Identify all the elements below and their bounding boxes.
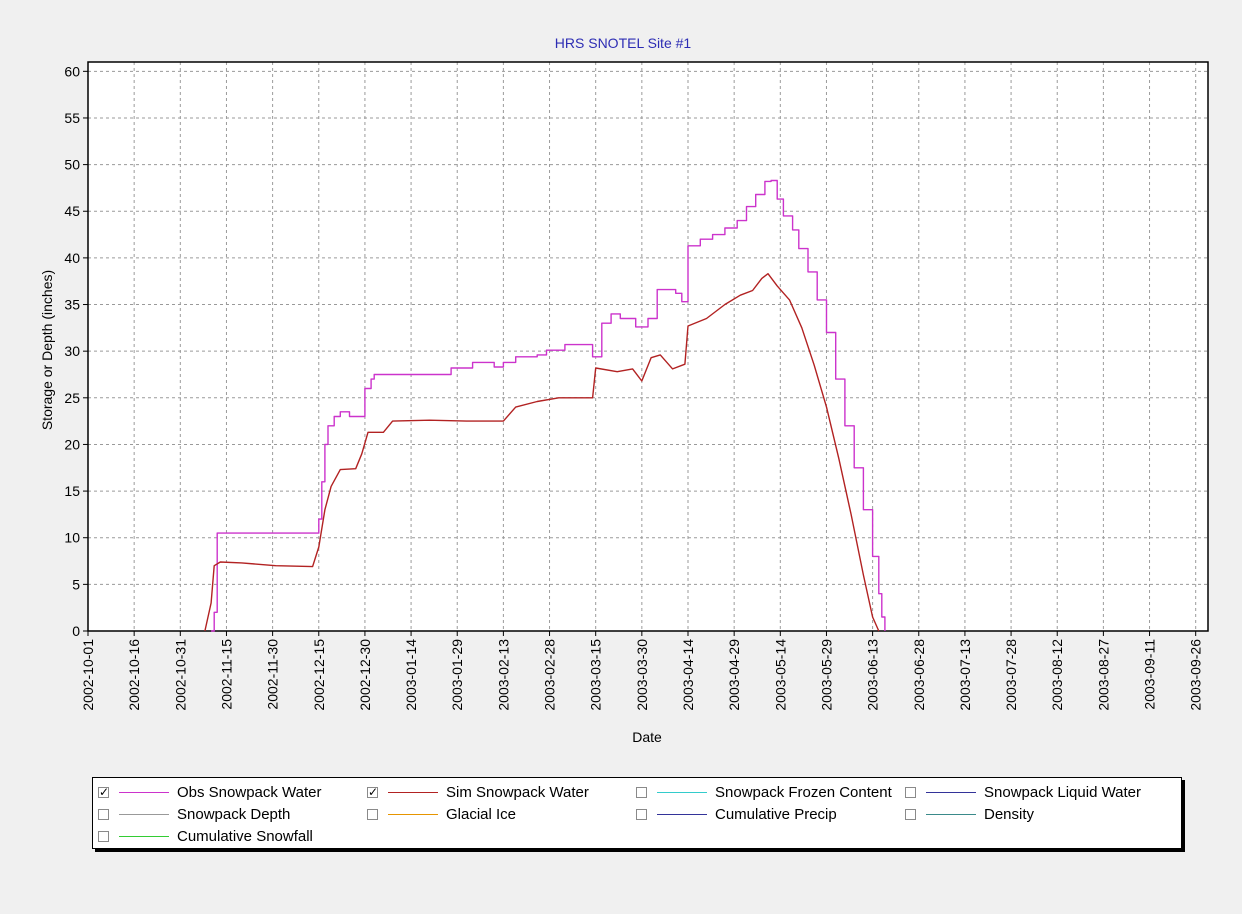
legend: ✓ Obs Snowpack Water ✓ Sim Snowpack Wate… <box>92 777 1182 849</box>
plot-frame <box>87 61 1209 632</box>
x-axis-label: Date <box>632 729 662 745</box>
x-tick-label: 2003-02-28 <box>542 639 558 711</box>
grid <box>88 62 1208 631</box>
x-tick-label: 2002-11-30 <box>265 639 281 710</box>
legend-label: Cumulative Snowfall <box>177 827 313 845</box>
legend-checkbox[interactable] <box>367 808 378 820</box>
plot-background <box>88 62 1208 631</box>
series <box>204 179 886 632</box>
legend-label: Sim Snowpack Water <box>446 783 589 801</box>
x-tick-label: 2002-12-30 <box>357 639 373 711</box>
x-tick-label: 2003-08-27 <box>1095 639 1111 711</box>
y-tick-label: 50 <box>64 157 80 173</box>
chart-title: HRS SNOTEL Site #1 <box>555 35 692 51</box>
legend-item-snowpack-liquid-water[interactable]: Snowpack Liquid Water <box>905 782 1141 802</box>
series-line-obs-snowpack-water <box>211 179 886 632</box>
legend-checkbox[interactable] <box>98 808 109 820</box>
y-tick-label: 25 <box>64 390 80 406</box>
y-tick-label: 30 <box>64 343 80 359</box>
x-tick-label: 2003-05-29 <box>818 639 834 711</box>
legend-checkbox[interactable] <box>905 808 916 820</box>
axis-ticks: 0 5 10 15 20 25 30 35 40 45 50 55 60 2002-10-01 2002-1… <box>64 63 1203 710</box>
legend-label: Obs Snowpack Water <box>177 783 322 801</box>
legend-item-glacial-ice[interactable]: Glacial Ice <box>367 804 516 824</box>
y-tick-label: 0 <box>72 623 80 639</box>
x-tick-label: 2003-07-13 <box>957 639 973 711</box>
legend-label: Snowpack Frozen Content <box>715 783 892 801</box>
y-tick-label: 60 <box>64 63 80 79</box>
legend-item-density[interactable]: Density <box>905 804 1034 824</box>
series-line-sim-snowpack-water <box>204 273 880 632</box>
x-tick-label: 2002-10-01 <box>80 639 96 711</box>
legend-checkbox[interactable]: ✓ <box>98 784 110 799</box>
x-tick-label: 2003-04-14 <box>680 639 696 711</box>
legend-item-snowpack-frozen-content[interactable]: Snowpack Frozen Content <box>636 782 892 802</box>
y-tick-label: 55 <box>64 110 80 126</box>
legend-item-obs-snowpack-water[interactable]: ✓ Obs Snowpack Water <box>98 782 322 802</box>
x-tick-label: 2003-09-11 <box>1142 639 1158 710</box>
x-tick-label: 2003-01-29 <box>449 639 465 711</box>
x-tick-label: 2003-06-13 <box>865 639 881 711</box>
legend-swatch <box>119 813 169 815</box>
x-tick-label: 2002-12-15 <box>311 639 327 711</box>
legend-swatch <box>388 813 438 815</box>
legend-swatch <box>657 813 707 815</box>
y-tick-label: 40 <box>64 250 80 266</box>
x-tick-label: 2003-09-26 <box>1188 639 1204 711</box>
legend-item-sim-snowpack-water[interactable]: ✓ Sim Snowpack Water <box>367 782 589 802</box>
x-tick-label: 2003-06-28 <box>911 639 927 711</box>
x-tick-label: 2003-03-15 <box>588 639 604 711</box>
y-axis-label: Storage or Depth (inches) <box>39 270 55 430</box>
x-tick-label: 2003-02-13 <box>495 639 511 711</box>
legend-checkbox[interactable] <box>98 830 109 842</box>
legend-item-cumulative-precip[interactable]: Cumulative Precip <box>636 804 837 824</box>
legend-label: Snowpack Depth <box>177 805 291 823</box>
x-tick-label: 2003-07-28 <box>1003 639 1019 711</box>
y-tick-label: 45 <box>64 203 80 219</box>
legend-label: Cumulative Precip <box>715 805 837 823</box>
x-tick-label: 2002-11-15 <box>218 639 234 710</box>
legend-item-cumulative-snowfall[interactable]: Cumulative Snowfall <box>98 826 313 846</box>
legend-label: Snowpack Liquid Water <box>984 783 1142 801</box>
legend-label: Density <box>984 805 1035 823</box>
legend-swatch <box>119 835 169 837</box>
legend-checkbox[interactable] <box>636 808 647 820</box>
legend-checkbox[interactable] <box>905 786 916 798</box>
x-tick-label: 2003-04-29 <box>726 639 742 711</box>
x-tick-label: 2002-10-31 <box>172 639 188 711</box>
x-tick-label: 2002-10-16 <box>126 639 142 711</box>
legend-swatch <box>388 791 438 793</box>
legend-swatch <box>926 813 976 815</box>
legend-swatch <box>926 791 976 793</box>
y-tick-label: 20 <box>64 436 80 452</box>
legend-swatch <box>657 791 707 793</box>
y-tick-label: 10 <box>64 530 80 546</box>
legend-item-snowpack-depth[interactable]: Snowpack Depth <box>98 804 290 824</box>
x-tick-label: 2003-08-12 <box>1049 639 1065 711</box>
x-tick-label: 2003-01-14 <box>403 639 419 711</box>
legend-checkbox[interactable] <box>636 786 647 798</box>
x-tick-label: 2003-05-14 <box>772 639 788 711</box>
y-tick-label: 15 <box>64 483 80 499</box>
legend-label: Glacial Ice <box>446 805 517 823</box>
legend-checkbox[interactable]: ✓ <box>367 784 379 799</box>
x-tick-label: 2003-03-30 <box>634 639 650 711</box>
y-tick-label: 5 <box>72 576 80 592</box>
legend-swatch <box>119 791 169 793</box>
chart-area: 0 5 10 15 20 25 30 35 40 45 50 55 60 2002-10-01 2002-1… <box>39 35 1209 745</box>
y-tick-label: 35 <box>64 297 80 313</box>
